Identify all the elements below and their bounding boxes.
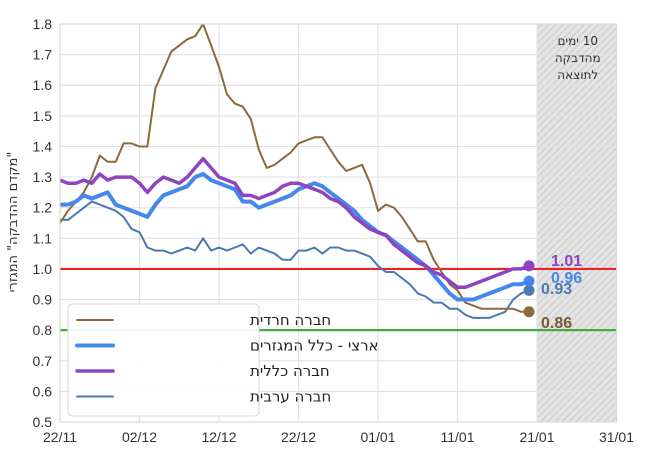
end-value-labels: 1.010.960.93 0.86	[541, 253, 582, 332]
annotation-line: 10 ימים	[557, 34, 598, 48]
annotation-line: מהדבקה	[555, 51, 601, 65]
end-value-label: 0.86	[541, 315, 572, 332]
x-tick-label: 11/01	[441, 429, 475, 445]
y-tick-label: 1.3	[33, 169, 53, 185]
y-tick-label: 1.8	[33, 16, 53, 32]
y-tick-label: 1.0	[33, 261, 53, 277]
series-line	[60, 156, 531, 290]
y-tick-label: 1.4	[33, 138, 53, 154]
x-tick-label: 12/12	[201, 429, 236, 445]
end-marker-dot	[523, 284, 535, 296]
end-value-label: 0.96	[551, 270, 582, 287]
end-value-label: 1.01	[551, 253, 582, 270]
y-tick-label: 1.2	[33, 200, 53, 216]
legend-label: חברה כללית	[250, 362, 330, 380]
series-line	[60, 172, 531, 302]
end-marker-dot	[523, 306, 535, 318]
annotation-line: לתוצאה	[557, 68, 598, 82]
legend-label: חברה חרדית	[250, 311, 331, 329]
y-tick-label: 1.6	[33, 77, 53, 93]
y-tick-label: 1.7	[33, 47, 53, 63]
end-markers	[523, 260, 535, 318]
legend-box	[67, 303, 260, 417]
end-value-label: 0.93	[541, 281, 572, 298]
hatched-region	[537, 24, 617, 422]
x-tick-label: 02/12	[122, 429, 157, 445]
series-line	[60, 24, 530, 313]
axes: 0.5 0.6 0.7 0.8 0.9 1.0 1.1 1.2 1.3 1.4 1.5 1.6 1.7 1…	[33, 16, 635, 445]
legend-label: חברה ערבית	[250, 388, 331, 406]
end-marker-dot	[523, 260, 535, 272]
y-tick-label: 0.6	[33, 383, 53, 399]
x-tick-label: 22/11	[43, 429, 77, 445]
legend: חברה חרדית ארצי - כלל המגזרים חברה כללית חב…	[67, 303, 379, 417]
y-axis-label: "מקדם ההדבקה" המגזרי	[6, 152, 21, 293]
x-tick-label: 31/01	[599, 429, 634, 445]
y-axis-title: "מקדם ההדבקה" המגזרי	[6, 152, 21, 293]
y-tick-label: 0.7	[33, 353, 53, 369]
y-tick-label: 0.8	[33, 322, 53, 338]
shaded-prediction-region	[537, 24, 617, 422]
end-marker-dot	[523, 275, 535, 287]
y-tick-label: 1.5	[33, 108, 53, 124]
series-line	[60, 200, 530, 319]
x-tick-label: 01/01	[360, 429, 395, 445]
y-tick-label: 0.5	[33, 414, 53, 430]
y-tick-label: 0.9	[33, 292, 53, 308]
y-tick-label: 1.1	[33, 230, 53, 246]
x-tick-label: 21/01	[519, 429, 554, 445]
series-lines	[60, 24, 531, 319]
legend-label: ארצי - כלל המגזרים	[250, 337, 379, 355]
annotation-10-days: 10 ימים מהדבקה לתוצאה	[555, 34, 601, 82]
x-tick-label: 22/12	[281, 429, 316, 445]
